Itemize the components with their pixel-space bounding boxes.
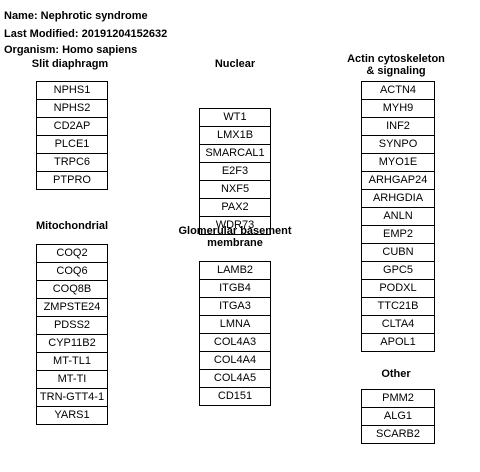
gene-node[interactable]: COL4A4 (199, 352, 271, 370)
gene-node[interactable]: ANLN (361, 208, 435, 226)
gene-list-nuclear: WT1 LMX1B SMARCAL1 E2F3 NXF5 PAX2 WDR73 (199, 108, 271, 235)
gene-node[interactable]: E2F3 (199, 163, 271, 181)
gene-node[interactable]: PLCE1 (36, 136, 108, 154)
gene-node[interactable]: TRPC6 (36, 154, 108, 172)
group-title-line: Actin cytoskeleton (347, 53, 445, 65)
gene-node[interactable]: WT1 (199, 109, 271, 127)
group-title-mitochondrial: Mitochondrial (35, 220, 109, 232)
gene-node[interactable]: NPHS2 (36, 100, 108, 118)
gene-node[interactable]: NXF5 (199, 181, 271, 199)
gene-node[interactable]: YARS1 (36, 407, 108, 425)
gene-node[interactable]: ARHGDIA (361, 190, 435, 208)
gene-node[interactable]: MYH9 (361, 100, 435, 118)
gene-node[interactable]: CD2AP (36, 118, 108, 136)
gene-node[interactable]: WDR73 (199, 217, 271, 235)
gene-node[interactable]: ITGA3 (199, 298, 271, 316)
group-title-actin-cytoskeleton: Actin cytoskeleton & signaling (336, 53, 456, 77)
gene-node[interactable]: PMM2 (361, 390, 435, 408)
gene-node[interactable]: SYNPO (361, 136, 435, 154)
gene-node[interactable]: PODXL (361, 280, 435, 298)
gene-node[interactable]: SMARCAL1 (199, 145, 271, 163)
gene-node[interactable]: PTPRO (36, 172, 108, 190)
gene-node[interactable]: LAMB2 (199, 262, 271, 280)
gene-node[interactable]: COQ6 (36, 263, 108, 281)
group-title-other: Other (381, 368, 411, 380)
gene-node[interactable]: ALG1 (361, 408, 435, 426)
gene-node[interactable]: ARHGAP24 (361, 172, 435, 190)
gene-node[interactable]: ITGB4 (199, 280, 271, 298)
gene-node[interactable]: SCARB2 (361, 426, 435, 444)
gene-node[interactable]: CUBN (361, 244, 435, 262)
gene-node[interactable]: TTC21B (361, 298, 435, 316)
group-title-line: membrane (207, 237, 263, 249)
gene-list-glomerular-basement-membrane: LAMB2 ITGB4 ITGA3 LMNA COL4A3 COL4A4 COL… (199, 261, 271, 406)
gene-node[interactable]: CLTA4 (361, 316, 435, 334)
group-title-slit-diaphragm: Slit diaphragm (31, 58, 109, 70)
gene-list-mitochondrial: COQ2 COQ6 COQ8B ZMPSTE24 PDSS2 CYP11B2 M… (36, 244, 108, 425)
gene-node[interactable]: COQ8B (36, 281, 108, 299)
gene-node[interactable]: MT-TI (36, 371, 108, 389)
gene-node[interactable]: ZMPSTE24 (36, 299, 108, 317)
gene-node[interactable]: INF2 (361, 118, 435, 136)
gene-node[interactable]: APOL1 (361, 334, 435, 352)
organism: Organism: Homo sapiens (4, 44, 138, 56)
gene-node[interactable]: CYP11B2 (36, 335, 108, 353)
gene-node[interactable]: MYO1E (361, 154, 435, 172)
gene-node[interactable]: GPC5 (361, 262, 435, 280)
gene-node[interactable]: LMNA (199, 316, 271, 334)
gene-node[interactable]: ACTN4 (361, 82, 435, 100)
group-title-line: Glomerular basement (178, 225, 292, 237)
gene-node[interactable]: TRN-GTT4-1 (36, 389, 108, 407)
gene-node[interactable]: COL4A5 (199, 370, 271, 388)
gene-node[interactable]: CD151 (199, 388, 271, 406)
group-title-line: & signaling (366, 65, 426, 77)
gene-node[interactable]: NPHS1 (36, 82, 108, 100)
gene-node[interactable]: MT-TL1 (36, 353, 108, 371)
pathway-name: Name: Nephrotic syndrome (4, 10, 148, 22)
gene-node[interactable]: COQ2 (36, 245, 108, 263)
gene-list-actin-cytoskeleton: ACTN4 MYH9 INF2 SYNPO MYO1E ARHGAP24 ARH… (361, 81, 435, 352)
last-modified: Last Modified: 20191204152632 (4, 28, 168, 40)
gene-node[interactable]: EMP2 (361, 226, 435, 244)
group-title-glomerular-basement-membrane: Glomerular basement membrane (172, 225, 298, 249)
gene-node[interactable]: LMX1B (199, 127, 271, 145)
group-title-nuclear: Nuclear (214, 58, 256, 70)
gene-node[interactable]: COL4A3 (199, 334, 271, 352)
gene-node[interactable]: PAX2 (199, 199, 271, 217)
gene-list-slit-diaphragm: NPHS1 NPHS2 CD2AP PLCE1 TRPC6 PTPRO (36, 81, 108, 190)
gene-node[interactable]: PDSS2 (36, 317, 108, 335)
gene-list-other: PMM2 ALG1 SCARB2 (361, 389, 435, 444)
